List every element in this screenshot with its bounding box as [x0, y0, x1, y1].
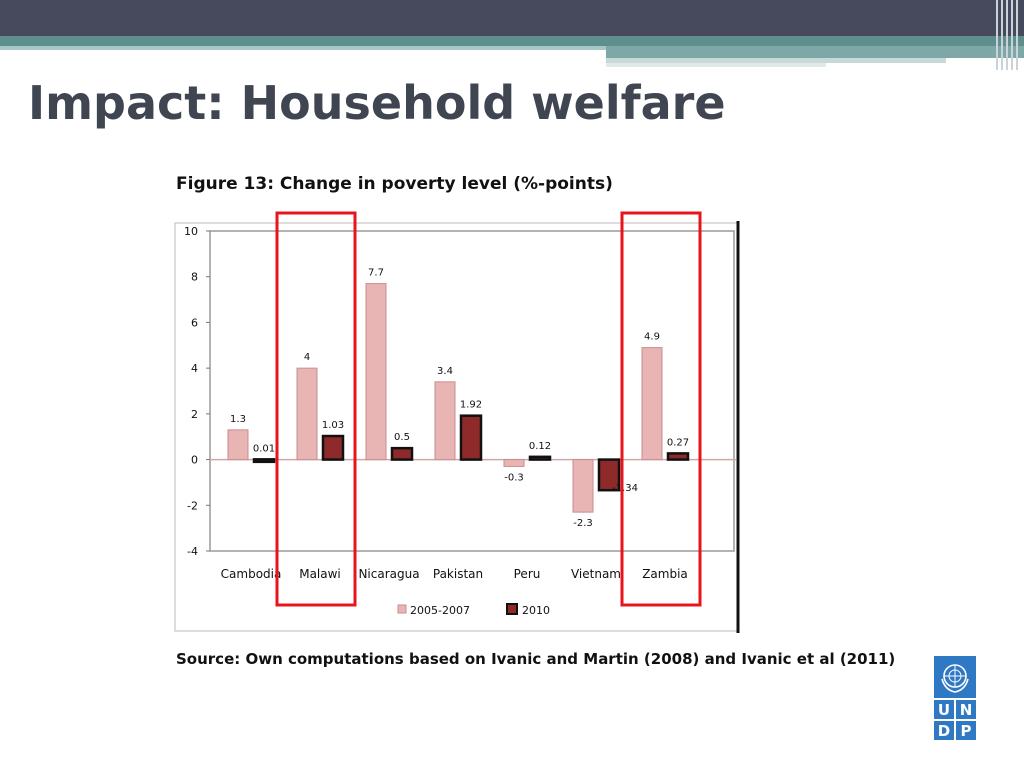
- category-label: Peru: [514, 567, 541, 581]
- corner-decoration: [992, 0, 1024, 70]
- y-tick-label: 0: [191, 454, 198, 467]
- bar-2010: [666, 452, 690, 461]
- legend-swatch-2010: [506, 603, 518, 615]
- bar-2005-2007: [503, 459, 525, 467]
- bar-2010: [321, 434, 345, 461]
- bar-2005-2007: [365, 283, 387, 461]
- highlight-box: [620, 211, 702, 607]
- bar-2005-2007: [434, 381, 456, 461]
- category-label: Zambia: [642, 567, 688, 581]
- data-label: 7.7: [368, 268, 384, 279]
- legend-label-2005-2007: 2005-2007: [410, 604, 470, 617]
- source-note: Source: Own computations based on Ivanic…: [176, 650, 896, 668]
- y-tick-label: 6: [191, 316, 198, 329]
- highlight-box: [275, 211, 357, 607]
- category-label: Pakistan: [433, 567, 483, 581]
- bar-2005-2007: [296, 367, 318, 461]
- figure-title: Figure 13: Change in poverty level (%-po…: [176, 174, 613, 194]
- accent-stripe-right: [606, 46, 1024, 58]
- y-tick-label: 4: [191, 362, 198, 375]
- bar-2010: [252, 458, 276, 464]
- category-label: Vietnam: [571, 567, 621, 581]
- data-label: -2.3: [573, 518, 593, 529]
- data-label: 0.27: [667, 437, 689, 448]
- bar-2010: [528, 455, 552, 461]
- data-label: -1.34: [612, 483, 638, 494]
- plot-area: [209, 230, 735, 552]
- data-label: -0.3: [504, 472, 524, 483]
- bar-2010: [597, 458, 621, 492]
- legend-swatch-2005-2007: [397, 604, 407, 614]
- un-emblem-icon: [934, 656, 976, 698]
- data-label: 0.5: [394, 432, 410, 443]
- data-label: 1.3: [230, 414, 246, 425]
- data-label: 3.4: [437, 366, 453, 377]
- data-label: 0.12: [529, 441, 551, 452]
- data-label: 1.03: [322, 420, 344, 431]
- legend-label-2010: 2010: [522, 604, 550, 617]
- accent-stripe-light: [0, 46, 606, 50]
- poverty-change-chart: 10 8 6 4 2 0 -2 -4 1.3 0.01 Cambodia 4 1.03 Malawi 7.7…: [174, 211, 740, 633]
- accent-stripe-thin: [606, 58, 946, 63]
- accent-stripe: [0, 36, 1024, 46]
- data-label: 4.9: [644, 332, 660, 343]
- bar-2010: [459, 414, 483, 461]
- bar-2005-2007: [572, 459, 594, 513]
- header-bar: [0, 0, 1024, 36]
- bar-2005-2007: [641, 347, 663, 461]
- y-tick-label: 8: [191, 271, 198, 284]
- category-label: Cambodia: [221, 567, 282, 581]
- slide-title: Impact: Household welfare: [28, 76, 726, 130]
- logo-letter: U: [934, 700, 954, 719]
- category-label: Malawi: [299, 567, 341, 581]
- y-tick-label: 10: [184, 225, 198, 238]
- y-tick-label: -2: [187, 499, 198, 512]
- y-tick-label: -4: [187, 545, 198, 558]
- data-label: 1.92: [460, 400, 482, 411]
- category-label: Nicaragua: [358, 567, 419, 581]
- undp-logo: U N D P: [934, 656, 976, 740]
- accent-stripe-thinner: [606, 63, 826, 67]
- bar-2005-2007: [227, 429, 249, 461]
- data-label: 4: [304, 352, 310, 363]
- logo-letter: N: [956, 700, 976, 719]
- y-tick-label: 2: [191, 408, 198, 421]
- bar-2010: [390, 446, 414, 461]
- logo-letter: P: [956, 721, 976, 740]
- logo-letter: D: [934, 721, 954, 740]
- data-label: 0.01: [253, 443, 275, 454]
